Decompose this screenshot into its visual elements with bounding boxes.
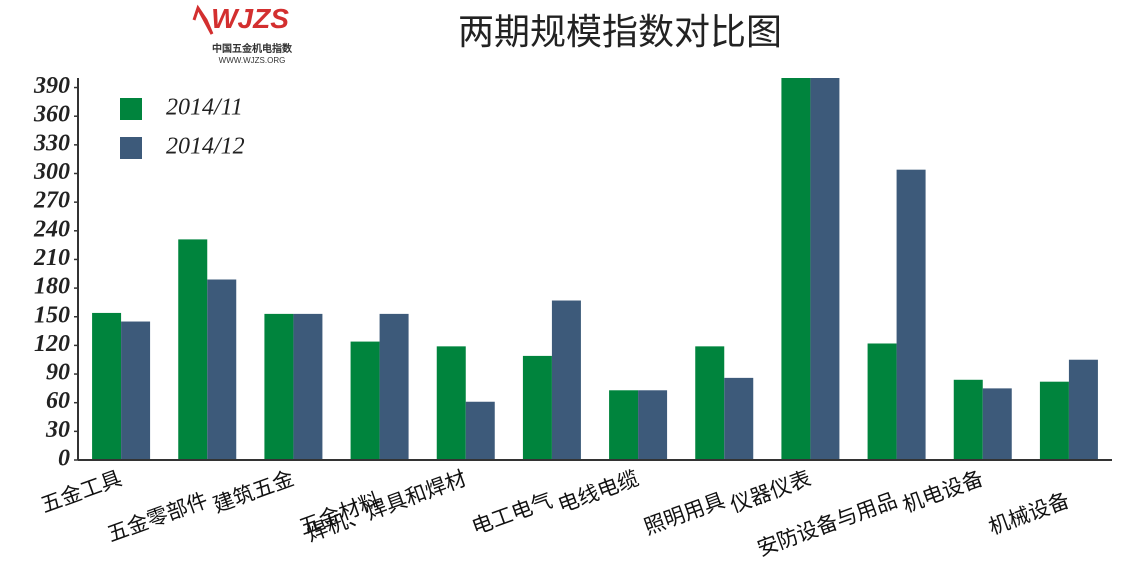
bar bbox=[982, 388, 1012, 460]
x-tick-label: 电工电气 bbox=[468, 488, 555, 539]
chart-title: 两期规模指数对比图 bbox=[458, 12, 782, 53]
legend-label: 2014/11 bbox=[166, 95, 243, 121]
bar bbox=[609, 390, 639, 460]
bar bbox=[695, 346, 725, 460]
logo-mark: WJZS bbox=[211, 3, 289, 34]
legend-label: 2014/12 bbox=[166, 134, 245, 160]
bar bbox=[1068, 359, 1098, 460]
x-tick-label: 电线电缆 bbox=[555, 466, 642, 517]
bar bbox=[953, 379, 983, 460]
y-tick-label: 240 bbox=[33, 216, 70, 242]
bar bbox=[350, 341, 380, 460]
legend-swatch bbox=[120, 137, 142, 159]
bar bbox=[465, 401, 495, 460]
y-tick-label: 90 bbox=[46, 360, 70, 386]
bar bbox=[178, 239, 208, 460]
x-tick-label: 五金工具 bbox=[38, 466, 125, 517]
bar bbox=[896, 169, 926, 460]
y-tick-label: 120 bbox=[34, 331, 70, 357]
x-tick-label: 建筑五金 bbox=[210, 466, 297, 517]
bar bbox=[551, 300, 581, 460]
logo-name: 中国五金机电指数 bbox=[212, 42, 293, 55]
bar bbox=[436, 346, 466, 460]
y-tick-label: 390 bbox=[33, 73, 70, 99]
x-tick-label: 五金零部件 bbox=[104, 488, 211, 546]
y-tick-label: 360 bbox=[33, 102, 70, 128]
y-tick-label: 30 bbox=[45, 417, 70, 443]
x-tick-label: 机械设备 bbox=[985, 488, 1072, 539]
y-tick-label: 60 bbox=[46, 388, 70, 414]
bar bbox=[522, 355, 552, 460]
bar bbox=[638, 390, 668, 460]
y-tick-label: 0 bbox=[58, 446, 70, 472]
bar bbox=[781, 78, 811, 460]
legend-swatch bbox=[120, 98, 142, 120]
y-tick-label: 210 bbox=[33, 245, 70, 271]
logo-arrow bbox=[192, 4, 214, 35]
logo-url: WWW.WJZS.ORG bbox=[219, 56, 286, 65]
bar bbox=[810, 78, 840, 460]
y-tick-label: 300 bbox=[33, 159, 70, 185]
bar bbox=[293, 313, 323, 460]
bar bbox=[724, 377, 754, 460]
bar bbox=[92, 312, 122, 460]
bar bbox=[264, 313, 294, 460]
y-tick-label: 150 bbox=[34, 302, 70, 328]
bar bbox=[379, 313, 409, 460]
logo: WJZS 中国五金机电指数 WWW.WJZS.ORG bbox=[192, 3, 293, 65]
bar bbox=[207, 279, 237, 460]
y-tick-label: 270 bbox=[33, 188, 70, 214]
x-tick-label: 机电设备 bbox=[899, 466, 986, 517]
bar bbox=[867, 343, 897, 460]
y-tick-label: 180 bbox=[34, 274, 70, 300]
bar bbox=[1039, 381, 1069, 460]
y-tick-label: 330 bbox=[33, 130, 70, 156]
x-tick-label: 照明用具 bbox=[641, 488, 728, 539]
x-tick-label: 仪器仪表 bbox=[727, 466, 814, 517]
bar bbox=[121, 321, 151, 460]
